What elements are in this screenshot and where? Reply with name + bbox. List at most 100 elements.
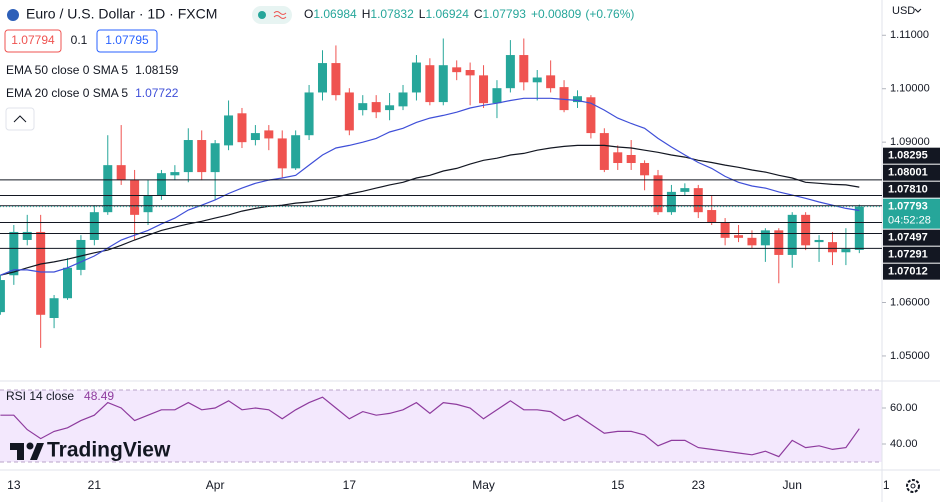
candle-body	[774, 230, 784, 255]
rsi-title: RSI 14 close	[6, 389, 74, 403]
price-label-box	[883, 181, 940, 198]
rsi-band	[0, 390, 882, 462]
toggle-wave	[273, 11, 287, 19]
ask-price: 1.07795	[105, 33, 149, 47]
price-label-box	[883, 147, 940, 164]
candle-body	[599, 133, 609, 170]
candle-body	[130, 180, 140, 215]
ohlc-legend: O1.06984 H1.07832 L1.06924 C1.07793 +0.00809…	[304, 7, 634, 21]
rsi-value: 48.49	[84, 389, 114, 403]
indicator-legend: EMA 20 close 0 SMA 5 1.07722	[6, 86, 179, 100]
watermark: TradingView	[47, 439, 171, 462]
candle-body	[358, 103, 368, 111]
collapse-button[interactable]	[5, 107, 35, 131]
y-tick-label: 1.10000	[890, 83, 930, 95]
candle-body	[760, 230, 770, 246]
candle-body	[452, 67, 462, 73]
indicator-value: 1.08159	[135, 63, 179, 77]
candle-body	[9, 231, 19, 276]
candle-body	[22, 231, 32, 240]
currency-dropdown[interactable]	[914, 8, 922, 13]
price-label-box	[883, 229, 940, 246]
price-label: 1.07497	[888, 232, 928, 244]
candle-body	[666, 191, 676, 213]
x-tick-label: Jun	[783, 478, 802, 492]
y-tick-label: 60.00	[890, 402, 918, 414]
candle-body	[49, 298, 59, 319]
candle-body	[89, 212, 99, 240]
candle-body	[425, 65, 435, 103]
settings-icon[interactable]	[906, 479, 920, 493]
candle-body	[734, 235, 744, 238]
candle-body	[640, 163, 650, 176]
candle-body	[854, 206, 864, 250]
candle-body	[237, 113, 247, 143]
current-price-box	[883, 198, 940, 229]
candle-body	[787, 214, 797, 255]
logo-part	[17, 443, 24, 460]
ema-line	[0, 97, 860, 276]
visibility-toggle[interactable]	[252, 6, 292, 24]
x-tick-label: 23	[692, 478, 706, 492]
currency-label: USD	[892, 5, 915, 17]
candle-body	[264, 130, 274, 139]
candle-body	[720, 222, 730, 238]
price-label-box	[883, 263, 940, 280]
candle-body	[814, 239, 824, 243]
y-tick-label: 1.09000	[890, 136, 930, 148]
candle-body	[827, 242, 837, 253]
settings-icon-center	[910, 483, 916, 489]
x-tick-label: 13	[7, 478, 21, 492]
ohlc-label: C	[474, 7, 483, 21]
candle-body	[411, 62, 421, 93]
indicator-name: EMA 50 close 0 SMA 5	[6, 63, 128, 77]
bid-price: 1.07794	[11, 33, 55, 47]
candle-body	[546, 75, 556, 89]
x-tick-label: Apr	[206, 478, 225, 492]
candle-body	[197, 140, 207, 173]
x-tick-label: 15	[611, 478, 625, 492]
candle-body	[76, 239, 86, 270]
ohlc-value: 1.07832	[370, 7, 414, 21]
candle-body	[532, 77, 542, 83]
candle-body	[707, 210, 717, 223]
price-label: 1.08001	[888, 167, 928, 179]
candle-body	[371, 102, 381, 113]
price-label: 1.08295	[888, 150, 928, 162]
candle-body	[224, 115, 234, 146]
candle-body	[63, 267, 73, 299]
candle-body	[801, 214, 811, 246]
y-tick-label: 1.11000	[890, 29, 929, 41]
countdown: 04:52:28	[888, 215, 931, 227]
candle-body	[291, 135, 301, 169]
candle-body	[317, 63, 327, 93]
candle-body	[572, 96, 582, 103]
candle-body	[693, 188, 703, 213]
ohlc-label: O	[304, 7, 313, 21]
candle-body	[398, 92, 408, 107]
rsi-line	[0, 396, 860, 458]
candle-body	[277, 138, 287, 169]
x-tick-label: 1	[883, 478, 890, 492]
price-label: 1.07012	[888, 266, 928, 278]
y-tick-label: 1.06000	[890, 296, 930, 308]
candle-body	[505, 55, 515, 89]
price-label: 1.07810	[888, 184, 928, 196]
candle-body	[479, 75, 489, 104]
candle-body	[841, 249, 851, 253]
candle-body	[519, 55, 529, 83]
x-tick-label: 17	[343, 478, 357, 492]
ohlc-label: L	[419, 7, 426, 21]
ohlc-value: 1.06984	[313, 7, 357, 21]
price-label-box	[883, 246, 940, 263]
candle-body	[103, 165, 113, 213]
candle-body	[116, 165, 126, 181]
sell-button[interactable]	[4, 29, 62, 53]
candle-body	[250, 133, 260, 141]
y-tick-label: 1.05000	[890, 350, 930, 362]
x-tick-label: 21	[88, 478, 102, 492]
candle-body	[586, 97, 596, 134]
symbol-icon	[7, 9, 19, 21]
buy-button[interactable]	[96, 29, 158, 53]
